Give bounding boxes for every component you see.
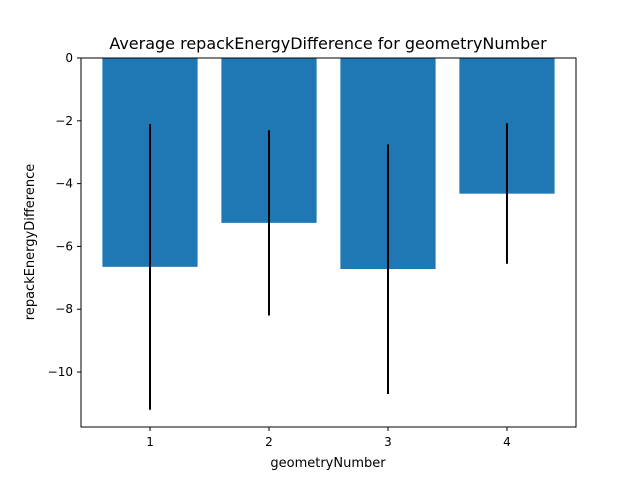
x-tick-label: 1 [146,435,154,449]
y-axis-label: repackEnergyDifference [23,164,38,320]
y-tick-label: −8 [55,302,73,316]
y-tick-label: −6 [55,239,73,253]
y-tick-label: −2 [55,114,73,128]
x-tick-label: 4 [503,435,511,449]
bars-group [102,58,555,270]
y-tick-label: 0 [65,51,73,65]
y-tick-label: −4 [55,177,73,191]
error-bars-group [149,123,508,410]
x-tick-label: 3 [384,435,392,449]
y-axis-ticks: 0 −2 −4 −6 −8 −10 [48,51,81,379]
x-axis-label: geometryNumber [270,456,386,471]
x-axis-ticks: 1 2 3 4 [146,427,511,449]
y-tick-label: −10 [48,365,73,379]
plot-frame [80,57,577,428]
x-tick-label: 2 [265,435,273,449]
chart-title: Average repackEnergyDifference for geome… [109,34,547,53]
